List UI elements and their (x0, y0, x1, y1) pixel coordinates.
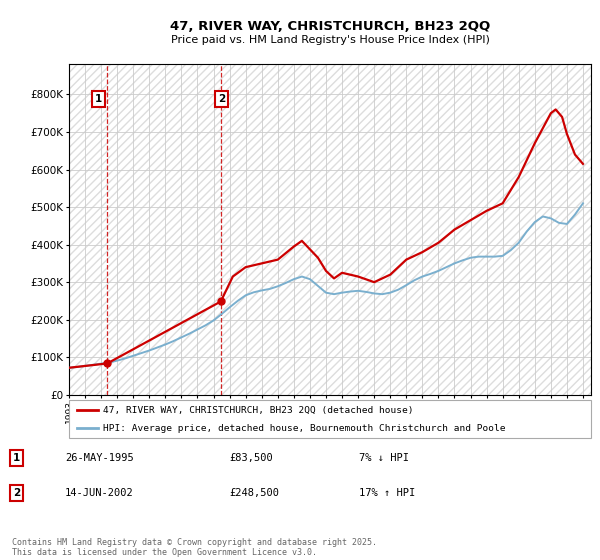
Text: 7% ↓ HPI: 7% ↓ HPI (359, 453, 409, 463)
Text: 14-JUN-2002: 14-JUN-2002 (65, 488, 134, 498)
Text: Price paid vs. HM Land Registry's House Price Index (HPI): Price paid vs. HM Land Registry's House … (170, 35, 490, 45)
Text: HPI: Average price, detached house, Bournemouth Christchurch and Poole: HPI: Average price, detached house, Bour… (103, 424, 505, 433)
Text: 1: 1 (95, 94, 102, 104)
Text: 1: 1 (13, 453, 20, 463)
Text: £83,500: £83,500 (229, 453, 273, 463)
FancyBboxPatch shape (69, 400, 591, 438)
Text: 47, RIVER WAY, CHRISTCHURCH, BH23 2QQ: 47, RIVER WAY, CHRISTCHURCH, BH23 2QQ (170, 20, 490, 32)
Text: £248,500: £248,500 (229, 488, 280, 498)
Text: Contains HM Land Registry data © Crown copyright and database right 2025.
This d: Contains HM Land Registry data © Crown c… (12, 538, 377, 557)
Text: 47, RIVER WAY, CHRISTCHURCH, BH23 2QQ (detached house): 47, RIVER WAY, CHRISTCHURCH, BH23 2QQ (d… (103, 405, 413, 414)
Text: 17% ↑ HPI: 17% ↑ HPI (359, 488, 415, 498)
Text: 26-MAY-1995: 26-MAY-1995 (65, 453, 134, 463)
Text: 2: 2 (13, 488, 20, 498)
Text: 2: 2 (218, 94, 225, 104)
